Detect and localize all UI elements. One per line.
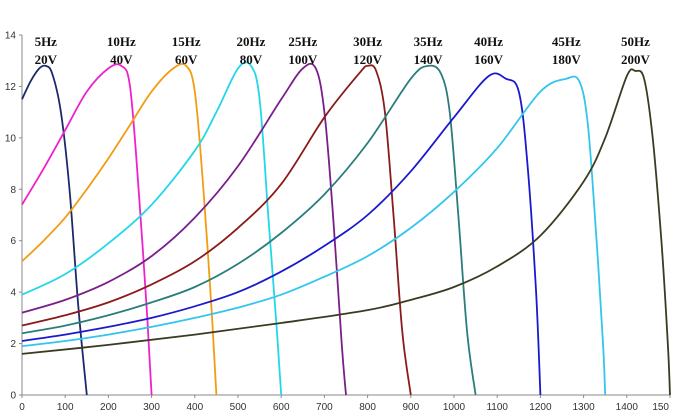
x-tick-label: 900 [402,402,419,413]
curve-label-freq: 5Hz [35,34,58,49]
curve-label-freq: 20Hz [237,34,266,49]
x-tick-label: 800 [359,402,376,413]
x-tick-label: 150 [652,402,669,413]
x-tick-label: 1300 [572,402,595,413]
curve-label-volt: 80V [240,52,263,67]
x-tick-label: 200 [100,402,117,413]
x-tick-label: 1400 [616,402,639,413]
x-tick-label: 100 [57,402,74,413]
curve-label-volt: 100V [288,52,318,67]
curve-label-freq: 40Hz [474,34,503,49]
curve-label-freq: 30Hz [353,34,382,49]
y-tick-label: 8 [10,185,16,196]
curve-label-volt: 160V [474,52,504,67]
curve-label-freq: 50Hz [621,34,650,49]
x-tick-label: 0 [19,402,25,413]
curve-15hz [21,62,218,396]
x-tick-label: 500 [230,402,247,413]
curve-label-freq: 15Hz [172,34,201,49]
y-tick-label: 2 [10,339,16,350]
axes: 0 2 4 6 8 10 12 14 0 100 200 300 400 500 600 700 800 900 1… [5,31,671,413]
curve-label-freq: 45Hz [552,34,581,49]
curve-25hz [21,62,347,396]
x-tick-label: 400 [186,402,203,413]
curve-label-freq: 35Hz [414,34,443,49]
curve-labels: 5Hz 20V 10Hz 40V 15Hz 60V 20Hz 80V 25Hz 100V 30Hz 1… [35,34,651,67]
curve-label-volt: 20V [35,52,58,67]
curve-label-volt: 140V [414,52,444,67]
curve-5hz [21,64,88,396]
x-tick-label: 1100 [486,402,508,413]
curve-label-volt: 180V [552,52,582,67]
curve-label-freq: 25Hz [288,34,317,49]
x-tick-label: 700 [316,402,333,413]
y-tick-label: 10 [5,133,17,144]
x-tick-label: 1200 [529,402,552,413]
x-tick-label: 600 [273,402,290,413]
y-tick-label: 0 [10,391,16,402]
curves [21,61,671,396]
y-tick-label: 4 [10,288,16,299]
curve-45hz [21,75,607,396]
y-tick-label: 12 [5,82,17,93]
curve-label-freq: 10Hz [107,34,136,49]
curve-label-volt: 40V [110,52,133,67]
curve-40hz [21,72,542,396]
x-tick-label: 1000 [443,402,466,413]
curve-label-volt: 60V [175,52,198,67]
curve-20hz [21,61,283,396]
y-tick-label: 6 [10,236,16,247]
curve-label-volt: 120V [353,52,383,67]
curve-35hz [21,64,477,396]
curve-10hz [21,63,153,396]
x-tick-label: 300 [143,402,160,413]
curve-label-volt: 200V [621,52,651,67]
curve-30hz [21,64,412,396]
curve-50hz [21,68,671,396]
y-tick-label: 14 [5,31,17,42]
